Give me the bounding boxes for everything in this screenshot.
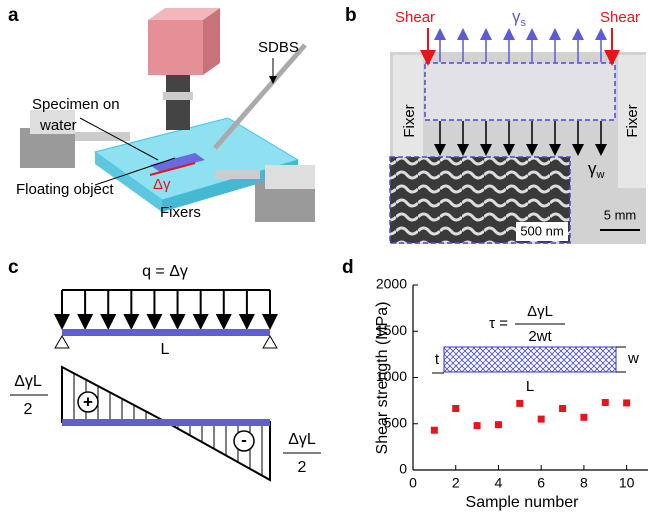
point — [623, 399, 630, 406]
formula: 2wt — [528, 328, 552, 345]
beam — [62, 329, 270, 336]
shear-diagram — [62, 367, 166, 422]
x-tick-label: 0 — [409, 475, 417, 491]
label: γs — [512, 7, 527, 28]
point — [538, 416, 545, 423]
point — [495, 421, 502, 428]
subscript: w — [596, 169, 605, 181]
label: 2 — [298, 459, 307, 476]
y-tick-label: 1500 — [376, 322, 407, 338]
x-tick-label: 6 — [537, 475, 545, 491]
inset-label: w — [627, 350, 639, 367]
subscript: s — [521, 17, 527, 29]
label: Fixer — [401, 104, 418, 137]
panel-label: d — [342, 257, 354, 278]
panel-a: a SDBS Specimen on water Floating object… — [8, 5, 315, 222]
y-tick-label: 1000 — [376, 368, 407, 384]
panel-label: b — [345, 5, 357, 26]
label: Fixers — [160, 204, 201, 221]
camera — [148, 20, 203, 75]
label: Specimen on — [32, 96, 120, 113]
point — [602, 399, 609, 406]
specimen — [425, 63, 615, 120]
point — [452, 405, 459, 412]
label: water — [39, 117, 77, 134]
lens — [163, 92, 193, 100]
support — [263, 336, 277, 348]
label: SDBS — [258, 39, 299, 56]
label: + — [83, 392, 93, 411]
x-tick-label: 4 — [495, 475, 503, 491]
label: Shear — [395, 9, 435, 26]
scale-label: 500 nm — [520, 223, 563, 238]
y-tick-label: 500 — [384, 414, 408, 430]
x-tick-label: 2 — [452, 475, 460, 491]
point — [474, 422, 481, 429]
point — [559, 405, 566, 412]
pipette — [215, 45, 305, 148]
y-tick-label: 0 — [399, 461, 407, 477]
figure: a SDBS Specimen on water Floating object… — [0, 0, 648, 512]
scale-label: 5 mm — [604, 207, 637, 222]
panel-c: c q = Δγ L + - ΔγL 2 ΔγL 2 — [8, 257, 321, 480]
label: Shear — [600, 9, 640, 26]
rod — [215, 170, 260, 179]
load-arrows — [62, 290, 270, 322]
formula: τ = — [489, 315, 508, 332]
label: ΔγL — [14, 373, 42, 390]
beam — [62, 419, 270, 426]
motor — [265, 165, 315, 189]
label: Δγ — [153, 176, 171, 193]
panel-label: a — [8, 5, 19, 26]
label: Fixer — [624, 104, 641, 137]
y-tick-label: 2000 — [376, 276, 407, 292]
label: q = Δγ — [142, 263, 188, 280]
specimen-inset — [444, 347, 616, 372]
label: L — [161, 341, 170, 358]
panel-b: b Shear Shear γs Fixer Fixer γw 500 nm 5… — [345, 5, 646, 244]
label: - — [241, 430, 247, 449]
panel-label: c — [8, 257, 19, 278]
panel-d: d Shear strength (MPa) Sample number τ =… — [342, 257, 648, 511]
label: Floating object — [16, 181, 114, 198]
inset-label: t — [435, 351, 440, 368]
point — [580, 414, 587, 421]
support — [55, 336, 69, 348]
inset-label: L — [526, 378, 534, 395]
lens — [166, 75, 190, 130]
label: 2 — [24, 401, 33, 418]
x-tick-label: 8 — [580, 475, 588, 491]
formula: ΔγL — [527, 303, 553, 320]
shear-diagram — [166, 422, 270, 480]
point — [516, 400, 523, 407]
point — [431, 427, 438, 434]
x-tick-label: 10 — [619, 475, 635, 491]
rod — [75, 132, 130, 141]
x-axis-label: Sample number — [466, 494, 580, 511]
label: ΔγL — [288, 431, 316, 448]
